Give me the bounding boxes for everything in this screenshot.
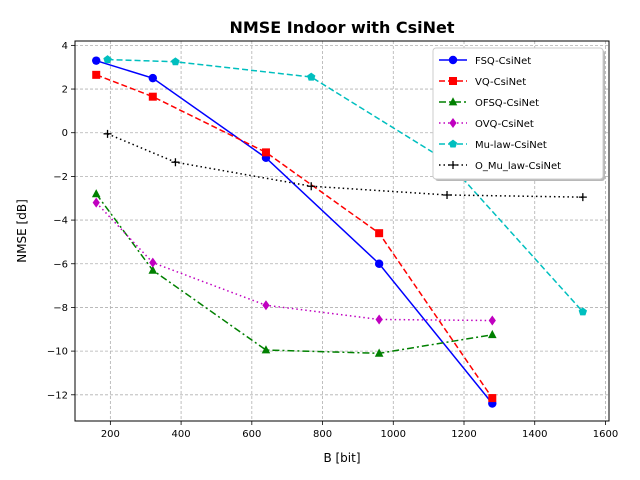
legend-box — [432, 47, 604, 180]
series-layer — [91, 55, 588, 408]
data-point — [261, 148, 270, 157]
data-point — [578, 307, 588, 316]
data-point — [374, 259, 384, 268]
x-tick-label: 1600 — [593, 429, 618, 440]
legend-label: Mu-law-CsiNet — [475, 140, 547, 151]
legend-marker — [449, 77, 457, 85]
legend-entry: OVQ-CsiNet — [439, 118, 534, 130]
data-point — [443, 190, 452, 199]
series-o-mu-law-csinet — [103, 129, 587, 202]
y-tick-label: −8 — [53, 303, 68, 314]
legend-label: OVQ-CsiNet — [475, 119, 534, 130]
legend-label: O_Mu_law-CsiNet — [475, 161, 561, 172]
data-point — [487, 329, 497, 339]
y-tick-label: 4 — [62, 41, 68, 52]
series-line — [107, 58, 584, 313]
legend-marker — [448, 55, 458, 65]
y-tick-label: 2 — [62, 85, 68, 96]
legend-entry: O_Mu_law-CsiNet — [439, 161, 561, 172]
x-tick-label: 1200 — [451, 429, 476, 440]
x-tick-label: 600 — [242, 429, 261, 440]
x-axis-label: B [bit] — [323, 451, 360, 465]
legend-marker — [448, 139, 458, 148]
legend-marker — [449, 161, 457, 169]
series-ovq-csinet — [92, 197, 496, 326]
data-point — [488, 394, 497, 403]
data-point — [103, 129, 112, 138]
data-point — [92, 70, 101, 79]
y-tick-label: −4 — [53, 216, 68, 227]
data-point — [91, 189, 101, 198]
ticks: 200 400 600 800 1000 1200 1400 1600 4 2 0 −2 −4 −6 −8 −… — [47, 41, 618, 440]
legend-entry: VQ-CsiNet — [439, 77, 526, 88]
series-vq-csinet — [92, 70, 497, 403]
data-point — [307, 72, 316, 81]
x-tick-label: 1400 — [522, 429, 547, 440]
legend-label: VQ-CsiNet — [475, 77, 526, 88]
x-tick-label: 400 — [172, 429, 191, 440]
y-tick-label: −6 — [53, 259, 68, 270]
data-point — [149, 257, 157, 268]
data-point — [262, 300, 270, 311]
data-point — [261, 345, 271, 354]
series-line — [107, 133, 583, 198]
plot-frame — [74, 40, 610, 422]
legend-entry: FSQ-CsiNet — [439, 55, 531, 67]
data-point — [374, 348, 384, 357]
legend-label: OFSQ-CsiNet — [475, 98, 539, 109]
series-line — [95, 193, 493, 355]
legend-marker — [448, 97, 458, 106]
legend-label: FSQ-CsiNet — [475, 56, 531, 67]
data-point — [92, 197, 100, 208]
legend-entry: OFSQ-CsiNet — [439, 97, 539, 109]
series-ofsq-csinet — [91, 189, 497, 357]
data-point — [92, 56, 101, 65]
x-tick-label: 1000 — [381, 429, 406, 440]
data-point — [171, 158, 180, 167]
data-point — [148, 265, 158, 274]
legend-marker — [449, 118, 457, 128]
data-point — [578, 193, 587, 202]
data-point — [307, 182, 316, 191]
data-point — [375, 314, 383, 325]
data-point — [103, 55, 112, 64]
x-tick-label: 200 — [101, 429, 120, 440]
x-tick-label: 800 — [313, 429, 332, 440]
y-tick-label: 0 — [62, 128, 68, 139]
legend: FSQ-CsiNet VQ-CsiNet OFSQ-CsiNet OVQ-CsiNet… — [432, 47, 605, 181]
chart-title: NMSE Indoor with CsiNet — [229, 18, 454, 37]
data-point — [171, 57, 180, 66]
data-point — [148, 73, 158, 83]
y-axis-label: NMSE [dB] — [15, 199, 29, 263]
y-tick-label: −10 — [47, 347, 68, 358]
y-tick-label: −2 — [53, 172, 68, 183]
data-point — [375, 229, 384, 238]
series-line — [95, 74, 493, 399]
data-point — [148, 92, 157, 101]
y-tick-label: −12 — [47, 390, 68, 401]
data-point — [488, 315, 496, 326]
legend-entry: Mu-law-CsiNet — [439, 139, 547, 151]
